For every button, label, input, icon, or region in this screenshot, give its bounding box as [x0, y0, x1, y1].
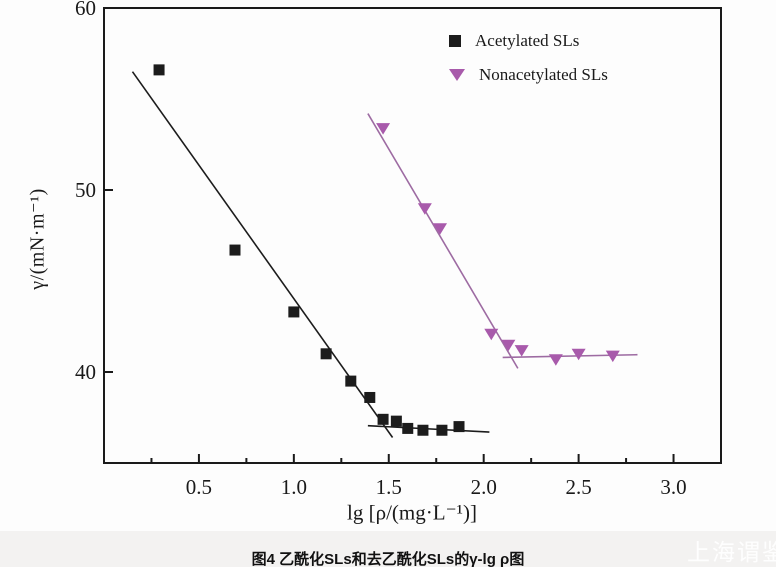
- plot-box: [103, 7, 722, 464]
- data-point-acetylated-sls: [364, 391, 376, 403]
- data-point-nonacetylated-sls: [376, 123, 391, 135]
- figure-caption: 图4 乙酰化SLs和去乙酰化SLs的γ-lg ρ图: [251, 551, 525, 567]
- data-point-nonacetylated-sls: [548, 354, 563, 366]
- y-tick-label: 50: [75, 178, 96, 202]
- data-point-acetylated-sls: [402, 422, 414, 434]
- x-tick-label: 2.0: [471, 475, 497, 499]
- data-point-acetylated-sls: [288, 306, 300, 318]
- data-point-nonacetylated-sls: [605, 350, 620, 363]
- data-point-nonacetylated-sls: [484, 328, 499, 341]
- x-tick-label: 1.0: [281, 475, 307, 499]
- data-point-acetylated-sls: [229, 244, 241, 256]
- data-point-acetylated-sls: [453, 421, 465, 433]
- x-tick-label: 1.5: [376, 475, 402, 499]
- legend: Acetylated SLs Nonacetylated SLs: [449, 24, 608, 92]
- caption-band: [0, 531, 776, 567]
- fit-line-acetylated-sls: [367, 424, 490, 433]
- data-point-acetylated-sls: [377, 413, 389, 425]
- x-axis-label: lg [ρ/(mg·L⁻¹)]: [347, 500, 477, 525]
- legend-label-nonacetylated: Nonacetylated SLs: [479, 65, 608, 84]
- data-point-acetylated-sls: [153, 64, 165, 76]
- data-point-acetylated-sls: [320, 348, 332, 360]
- data-point-acetylated-sls: [345, 375, 357, 387]
- x-tick-label: 0.5: [186, 475, 212, 499]
- square-marker-icon: [449, 35, 461, 47]
- data-point-nonacetylated-sls: [501, 339, 516, 352]
- y-axis-label: γ/(mN·m⁻¹): [26, 188, 49, 290]
- chart-plot: 0.5 1.0 1.5 2.0 2.5 3.0 40 50 60: [75, 0, 722, 499]
- legend-label-acetylated: Acetylated SLs: [475, 31, 580, 50]
- data-point-nonacetylated-sls: [514, 345, 529, 357]
- legend-item-nonacetylated: Nonacetylated SLs: [449, 58, 608, 92]
- data-point-acetylated-sls: [417, 424, 429, 436]
- triangle-down-marker-icon: [449, 69, 465, 81]
- x-tick-label: 3.0: [660, 475, 686, 499]
- data-point-acetylated-sls: [436, 424, 448, 436]
- data-point-nonacetylated-sls: [571, 348, 586, 361]
- y-tick-label: 60: [75, 0, 96, 20]
- y-tick-label: 40: [75, 360, 96, 384]
- data-point-acetylated-sls: [390, 415, 402, 427]
- fit-line-nonacetylated-sls: [502, 353, 638, 359]
- x-tick-label: 2.5: [565, 475, 591, 499]
- watermark-text: 上海谓鉴: [687, 539, 776, 565]
- data-point-nonacetylated-sls: [417, 203, 432, 215]
- data-point-nonacetylated-sls: [433, 223, 448, 235]
- legend-item-acetylated: Acetylated SLs: [449, 24, 608, 58]
- fit-line-nonacetylated-sls: [367, 113, 519, 369]
